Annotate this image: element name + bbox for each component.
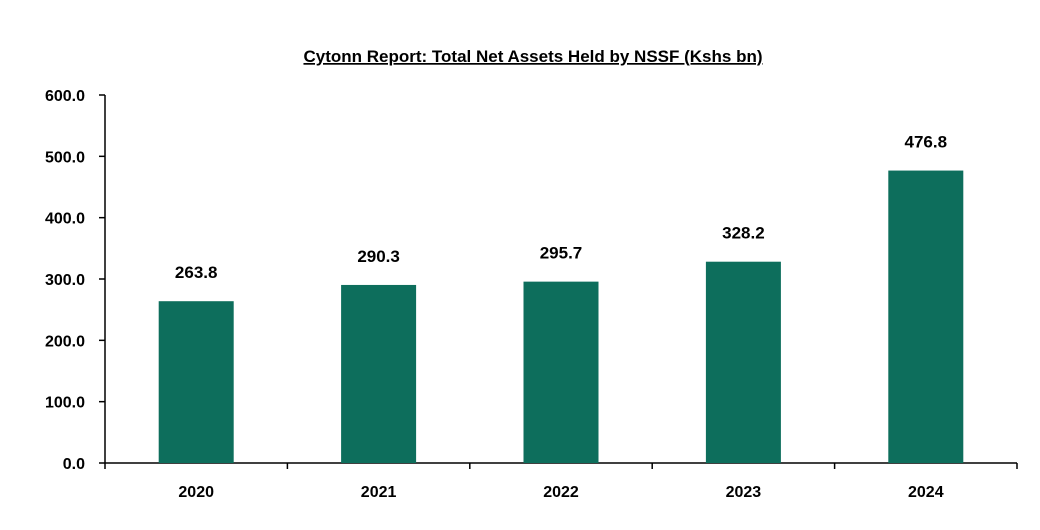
- bar-series: [158, 170, 964, 463]
- y-tick-label: 600.0: [45, 88, 85, 105]
- y-tick-label: 500.0: [45, 149, 85, 166]
- x-tick-label-2024: 2024: [908, 484, 944, 501]
- data-label-2022: 295.7: [540, 244, 583, 263]
- data-labels: 263.8 290.3 295.7 328.2 476.8: [175, 133, 947, 283]
- data-label-2021: 290.3: [357, 247, 400, 266]
- bar-2022: [523, 281, 599, 463]
- y-tick-label: 400.0: [45, 211, 85, 228]
- y-tick-label: 300.0: [45, 272, 85, 289]
- y-tick-label: 200.0: [45, 333, 85, 350]
- chart-title: Cytonn Report: Total Net Assets Held by …: [303, 47, 762, 66]
- y-tick-label: 0.0: [63, 456, 85, 473]
- bar-2023: [705, 261, 781, 463]
- x-tick-label-2022: 2022: [543, 484, 579, 501]
- bar-2024: [888, 170, 964, 463]
- y-tick-label: 100.0: [45, 395, 85, 412]
- x-axis: 2020 2021 2022 2023 2024: [104, 462, 1018, 501]
- bar-2020: [158, 301, 234, 463]
- x-tick-label-2021: 2021: [361, 484, 397, 501]
- x-tick-label-2023: 2023: [726, 484, 762, 501]
- data-label-2020: 263.8: [175, 263, 218, 282]
- x-tick-label-2020: 2020: [178, 484, 214, 501]
- data-label-2024: 476.8: [905, 133, 948, 152]
- y-axis: 0.0 100.0 200.0 300.0 400.0 500.0 600.0: [45, 88, 106, 473]
- bar-2021: [341, 284, 417, 463]
- data-label-2023: 328.2: [722, 224, 765, 243]
